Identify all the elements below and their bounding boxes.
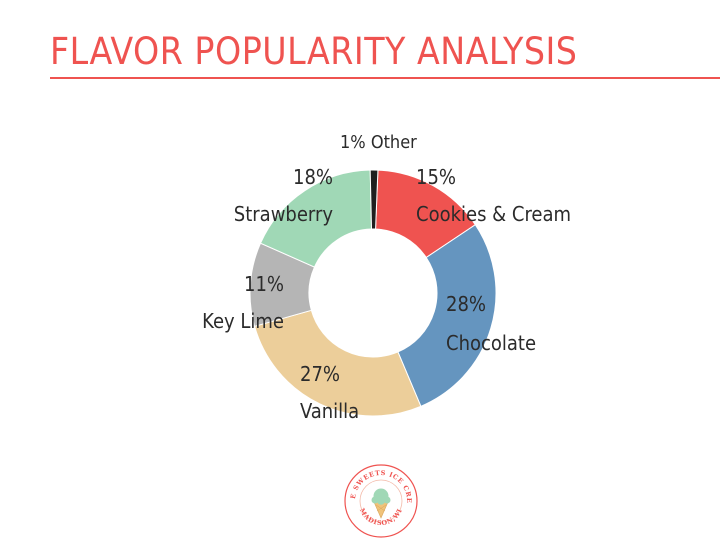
data-label-value-key-lime: 11%: [244, 272, 284, 296]
slice-other: [369, 169, 379, 230]
data-label-name-cookies-cream: Cookies & Cream: [416, 202, 571, 226]
data-label-name-key-lime: Key Lime: [202, 309, 284, 333]
labels-group: 15% Cookies & Cream 28% Chocolate 27% Vanilla…: [202, 132, 571, 423]
data-label-value-vanilla: 27%: [300, 362, 340, 386]
data-label-value-strawberry: 18%: [293, 165, 333, 189]
slice-vanilla: [253, 309, 422, 417]
data-label-value-chocolate: 28%: [446, 292, 486, 316]
slice-chocolate: [397, 224, 497, 407]
ice-cream-cone-icon: [371, 488, 391, 519]
title-underline: [50, 77, 720, 79]
page-title: FLAVOR POPULARITY ANALYSIS: [50, 30, 578, 73]
slices-group: [249, 169, 497, 417]
slice-strawberry: [259, 169, 373, 268]
data-label-other: 1% Other: [340, 132, 417, 153]
data-label-name-strawberry: Strawberry: [234, 202, 334, 226]
data-label-name-vanilla: Vanilla: [300, 399, 359, 423]
data-label-value-cookies-cream: 15%: [416, 165, 456, 189]
data-label-name-chocolate: Chocolate: [446, 331, 536, 355]
brand-logo: BARE SWEETS ICE CREAM MADISON,WI: [343, 463, 418, 538]
